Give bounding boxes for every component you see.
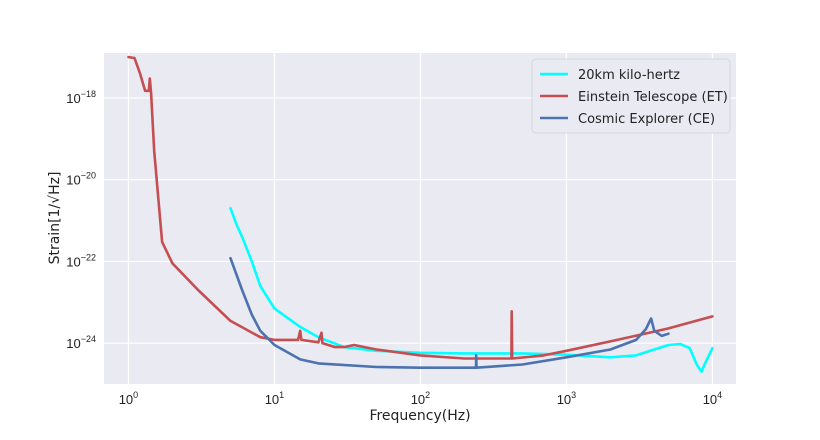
legend: 20km kilo-hertz Einstein Telescope (ET) Co… [531, 58, 731, 134]
tick-labels: 100 101 102 103 104 10−18 10−20 10−22 10−24 [66, 89, 722, 407]
x-tick-label: 102 [411, 390, 430, 407]
y-tick-label: 10−18 [66, 89, 96, 106]
series-line-20km-kilo-hertz [229, 206, 714, 373]
legend-label: Cosmic Explorer (CE) [578, 112, 715, 127]
y-axis-label: Strain[1/√Hz] [47, 172, 63, 265]
y-tick-label: 10−22 [66, 252, 96, 269]
legend-box [531, 58, 731, 134]
x-tick-label: 103 [557, 390, 576, 407]
legend-label: Einstein Telescope (ET) [578, 90, 728, 105]
series-line-cosmic-explorer-ce [229, 256, 670, 369]
legend-label: 20km kilo-hertz [578, 68, 680, 83]
x-tick-label: 104 [703, 390, 722, 407]
series-layer [127, 55, 714, 373]
series-line-einstein-telescope-et [127, 55, 714, 360]
y-tick-label: 10−20 [66, 171, 96, 188]
x-tick-label: 101 [265, 390, 284, 407]
x-tick-label: 100 [119, 390, 138, 407]
x-axis-label: Frequency(Hz) [369, 408, 470, 424]
y-tick-label: 10−24 [66, 334, 96, 351]
